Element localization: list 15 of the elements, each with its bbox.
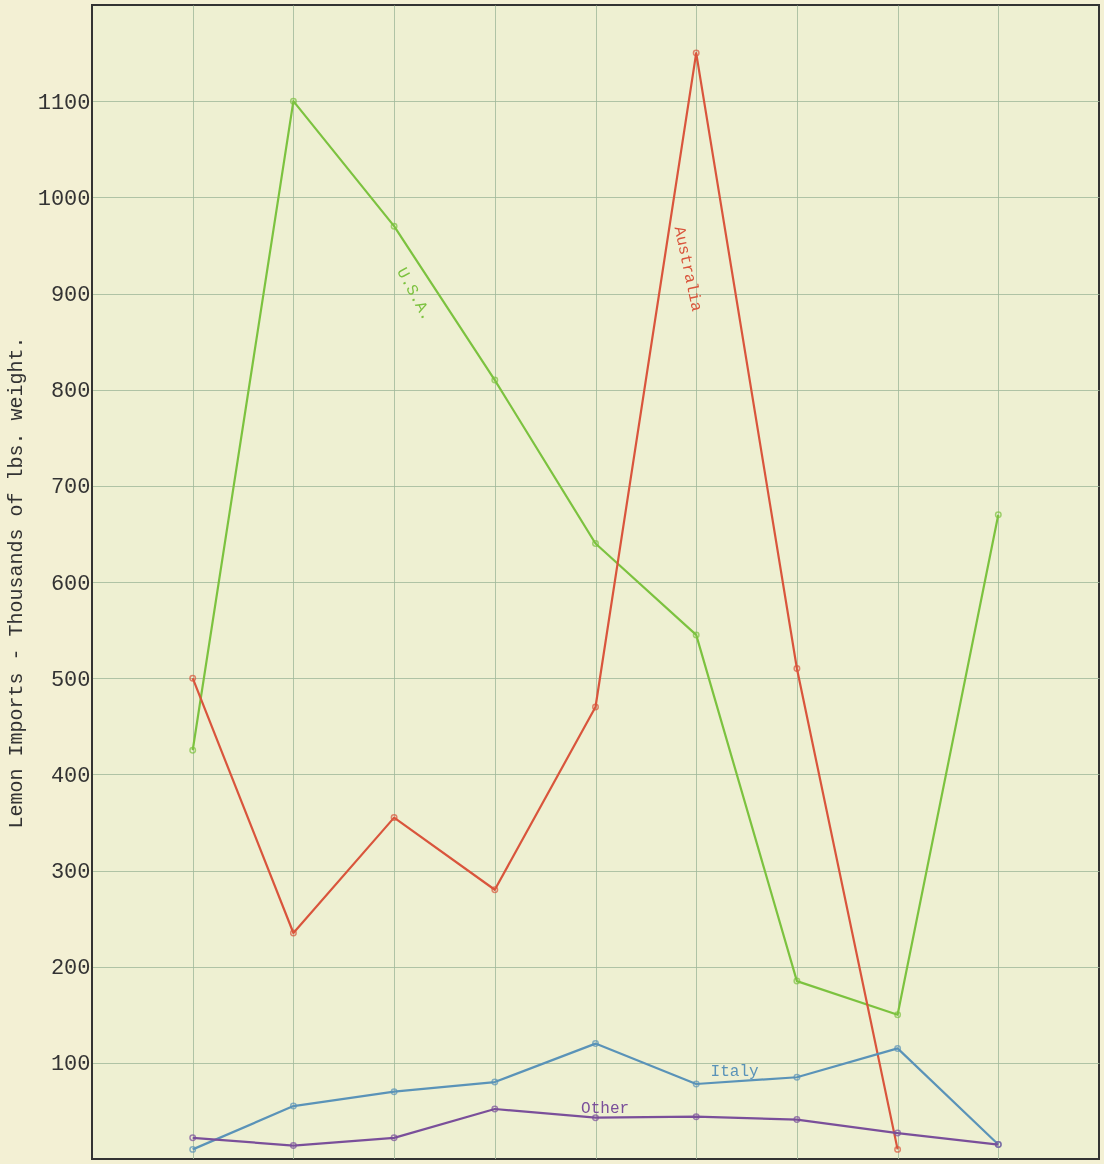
y-tick-label: 200	[50, 956, 91, 982]
y-axis-title: Lemon Imports - Thousands of lbs. weight.	[4, 336, 28, 829]
y-tick-label: 800	[50, 379, 91, 405]
series-label: Italy	[710, 1063, 759, 1082]
series-label: Other	[581, 1099, 630, 1118]
y-tick-label: 1000	[37, 186, 91, 212]
y-tick-label: 400	[50, 763, 91, 789]
y-tick-label: 100	[50, 1052, 91, 1078]
y-tick-label: 600	[50, 571, 91, 597]
y-tick-label: 500	[50, 667, 91, 693]
y-tick-label: 300	[50, 860, 91, 885]
y-tick-label: 900	[50, 283, 91, 308]
y-tick-label: 700	[50, 475, 91, 501]
text: Australia	[669, 224, 706, 314]
y-tick-label: 1100	[37, 90, 91, 116]
